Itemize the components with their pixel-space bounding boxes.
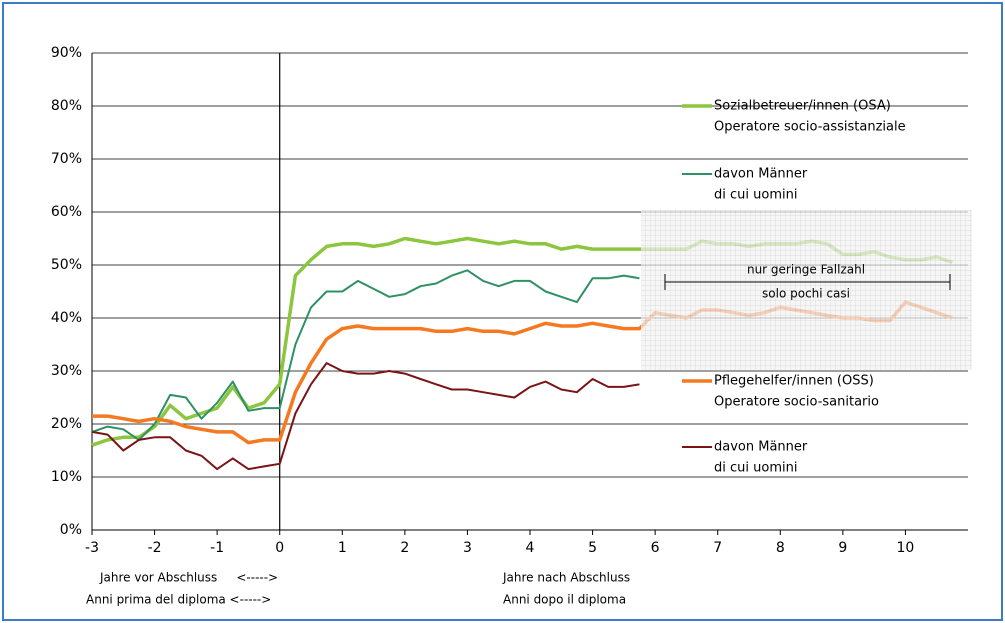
annotation: Anni prima del diploma <-----> xyxy=(86,593,271,607)
y-tick-label: 50% xyxy=(51,257,82,273)
y-tick-label: 20% xyxy=(51,416,82,432)
legend-label: Operatore socio-sanitario xyxy=(714,395,879,410)
y-tick-label: 70% xyxy=(51,151,82,167)
y-tick-label: 60% xyxy=(51,204,82,220)
annotation: Anni dopo il diploma xyxy=(503,593,626,607)
legend-label: Operatore socio-assistanziale xyxy=(714,120,906,135)
x-tick-label: 5 xyxy=(588,540,597,556)
legend-label: Pflegehelfer/innen (OSS) xyxy=(714,374,874,389)
y-tick-label: 80% xyxy=(51,98,82,114)
grid: 0% 10% 20% 30% 40% 50% 60% 70% 80% 90% -3 -2 -1 0 1 2 3 4… xyxy=(51,45,968,556)
x-tick-label: 6 xyxy=(651,540,660,556)
x-tick-label: 7 xyxy=(713,540,722,556)
x-tick-label: 1 xyxy=(338,540,347,556)
y-tick-label: 40% xyxy=(51,310,82,326)
x-tick-label: -3 xyxy=(85,540,99,556)
x-tick-label: 3 xyxy=(463,540,472,556)
y-tick-label: 30% xyxy=(51,363,82,379)
annotation: solo pochi casi xyxy=(762,287,850,301)
annotation: Jahre vor Abschluss <-----> xyxy=(99,571,278,585)
annotation: Jahre nach Abschluss xyxy=(502,571,630,585)
series-line xyxy=(91,362,640,471)
x-tick-label: 2 xyxy=(400,540,409,556)
legend-label: davon Männer xyxy=(714,440,808,455)
y-tick-label: 10% xyxy=(51,469,82,485)
x-tick-label: 4 xyxy=(526,540,535,556)
annotation: nur geringe Fallzahl xyxy=(747,263,865,277)
x-tick-label: 8 xyxy=(776,540,785,556)
series-line xyxy=(91,269,640,441)
x-tick-label: 0 xyxy=(275,540,284,556)
low-cases-box: nur geringe Fallzahl solo pochi casi xyxy=(641,210,972,370)
x-tick-label: -1 xyxy=(210,540,224,556)
legend-label: davon Männer xyxy=(714,167,808,182)
x-tick-label: 10 xyxy=(897,540,915,556)
legend-label: Sozialbetreuer/innen (OSA) xyxy=(714,99,891,114)
y-tick-label: 0% xyxy=(60,522,82,538)
legend-label: di cui uomini xyxy=(714,461,797,476)
y-tick-label: 90% xyxy=(51,45,82,61)
x-tick-label: -2 xyxy=(148,540,162,556)
legend-label: di cui uomini xyxy=(714,188,797,203)
hatch-box xyxy=(641,210,972,370)
x-tick-label: 9 xyxy=(838,540,847,556)
